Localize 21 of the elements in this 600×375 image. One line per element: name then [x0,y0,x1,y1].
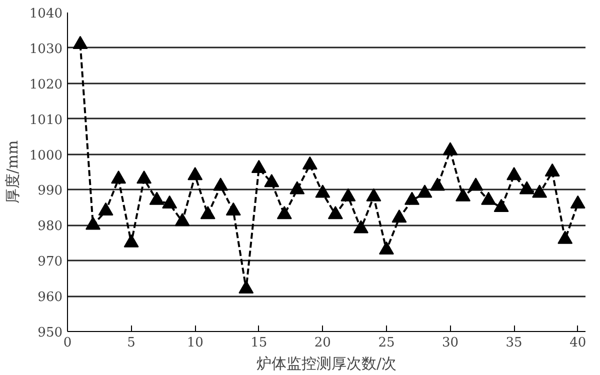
x-tick-label: 35 [506,336,522,350]
x-tick-label: 0 [63,336,72,350]
y-tick-label: 990 [38,184,63,199]
x-axis-title: 炉体监控测厚次数/次 [256,354,397,372]
x-tick-label: 10 [186,336,204,350]
y-tick-label: 1030 [29,42,63,57]
x-tick-label: 15 [250,336,268,350]
x-tick-label: 30 [442,336,459,350]
y-tick-label: 1040 [29,6,63,22]
x-tick-label: 25 [378,336,395,350]
x-tick-label: 20 [314,336,331,350]
y-tick-label: 980 [38,219,63,234]
x-tick-label: 40 [570,336,586,350]
y-tick-label: 1000 [29,148,63,164]
y-axis-title: 厚度/mm [3,140,22,204]
y-tick-label: 950 [38,326,63,340]
y-tick-label: 1010 [29,112,63,128]
x-tick-label: 5 [127,336,136,350]
y-tick-label: 960 [38,290,63,306]
y-tick-label: 1020 [29,77,63,92]
y-tick-label: 970 [38,254,63,270]
